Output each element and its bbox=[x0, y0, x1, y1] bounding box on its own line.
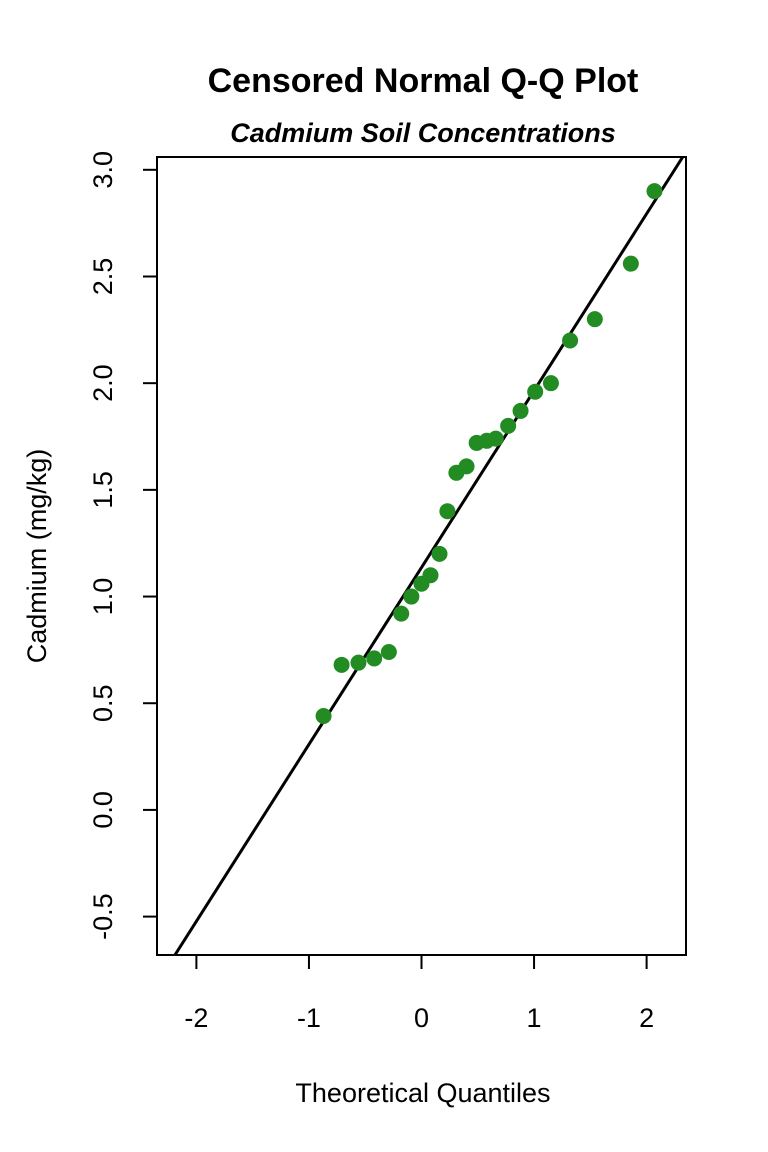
x-tick-label: 2 bbox=[639, 1003, 654, 1033]
y-axis-label: Cadmium (mg/kg) bbox=[22, 449, 52, 664]
data-points bbox=[315, 183, 663, 725]
x-tick-label: 0 bbox=[414, 1003, 429, 1033]
reference-line bbox=[173, 157, 685, 955]
data-point bbox=[431, 545, 448, 562]
data-point bbox=[350, 654, 367, 671]
data-point bbox=[380, 644, 397, 661]
x-axis: -2 -1 0 1 2 bbox=[184, 955, 654, 1033]
data-point bbox=[487, 430, 504, 447]
data-point bbox=[542, 375, 559, 392]
y-tick-label: 2.5 bbox=[88, 258, 118, 296]
data-point bbox=[366, 650, 383, 667]
chart-subtitle: Cadmium Soil Concentrations bbox=[230, 118, 616, 148]
y-tick-label: 3.0 bbox=[88, 151, 118, 189]
data-point bbox=[422, 567, 439, 584]
data-point bbox=[562, 332, 579, 349]
x-axis-label: Theoretical Quantiles bbox=[295, 1078, 550, 1108]
data-point bbox=[500, 417, 517, 434]
data-point bbox=[458, 458, 475, 475]
data-point bbox=[512, 402, 529, 419]
data-point bbox=[333, 656, 350, 673]
data-point bbox=[393, 605, 410, 622]
chart-title: Censored Normal Q-Q Plot bbox=[208, 62, 639, 100]
y-axis: -0.5 0.0 0.5 1.0 1.5 2.0 2.5 3.0 bbox=[88, 151, 157, 940]
data-point bbox=[439, 503, 456, 520]
y-tick-label: 0.0 bbox=[88, 791, 118, 829]
x-tick-label: -1 bbox=[297, 1003, 321, 1033]
y-tick-label: -0.5 bbox=[88, 893, 118, 940]
data-point bbox=[315, 708, 332, 725]
y-tick-label: 0.5 bbox=[88, 684, 118, 722]
data-point bbox=[586, 311, 603, 328]
reference-line-layer bbox=[173, 157, 685, 955]
y-tick-label: 2.0 bbox=[88, 364, 118, 402]
x-tick-label: -2 bbox=[184, 1003, 208, 1033]
y-tick-label: 1.0 bbox=[88, 578, 118, 616]
x-tick-label: 1 bbox=[527, 1003, 542, 1033]
y-tick-label: 1.5 bbox=[88, 471, 118, 509]
data-point bbox=[646, 183, 663, 200]
data-point bbox=[403, 588, 420, 605]
data-point bbox=[622, 255, 639, 272]
data-point bbox=[527, 383, 544, 400]
